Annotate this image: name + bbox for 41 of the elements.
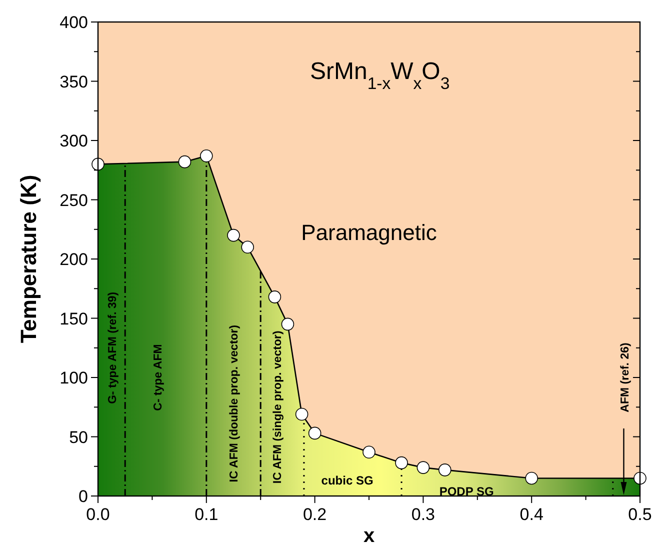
annotation: AFM (ref. 26): [620, 342, 632, 412]
point: [395, 456, 408, 470]
point: [438, 464, 452, 476]
x-tick-label: 0.5: [628, 505, 652, 524]
y-tick-label: 100: [60, 368, 88, 388]
point: [416, 461, 430, 474]
point: [308, 426, 322, 440]
annotation: IC AFM (single prop. vector): [272, 330, 284, 484]
y-axis-title: Temperature (K): [16, 174, 41, 344]
point: [241, 240, 254, 254]
y-tick-label: 350: [60, 72, 88, 92]
x-tick-label: 0.4: [520, 505, 544, 524]
annotation: cubic SG: [321, 474, 374, 488]
y-tick-label: 250: [60, 190, 88, 210]
y-tick-label: 200: [60, 250, 88, 269]
annotation: IC AFM (double prop. vector): [228, 324, 240, 482]
x-tick-label: 0.1: [194, 505, 218, 524]
annotation: PODP SG: [439, 484, 494, 498]
point: [92, 158, 104, 171]
y-tick-label: 400: [60, 13, 88, 32]
point: [178, 155, 192, 168]
y-tick-label: 0: [78, 487, 88, 506]
annotation: C- type AFM: [152, 344, 165, 411]
point: [200, 150, 213, 162]
y-tick-label: 50: [69, 428, 88, 447]
point: [281, 318, 294, 331]
x-tick-label: 0.3: [411, 505, 436, 524]
x-tick-label: 0.0: [86, 505, 110, 524]
point: [634, 472, 646, 485]
annotation: Paramagnetic: [301, 220, 437, 246]
x-axis-title: x: [363, 525, 375, 547]
text: SrMn$_{1-x}$W$_{x}$O$_{3}$: [310, 58, 450, 92]
point: [362, 446, 376, 459]
y-tick-label: 150: [60, 309, 88, 328]
point: [268, 290, 282, 304]
point: [295, 408, 308, 421]
x-tick-label: 0.2: [302, 505, 327, 524]
annotation: G- type AFM (ref. 39): [107, 292, 120, 404]
point: [227, 228, 240, 242]
point: [525, 472, 538, 485]
y-tick-label: 300: [60, 132, 88, 150]
